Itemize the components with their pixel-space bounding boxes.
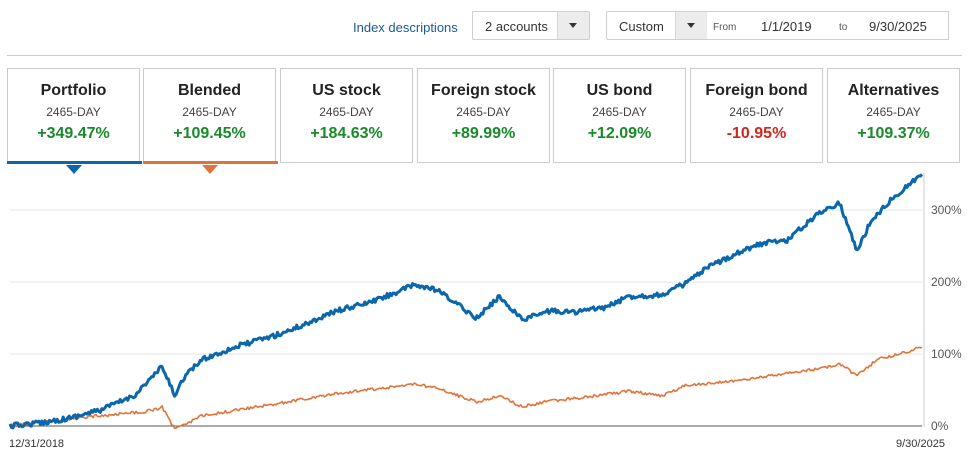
card-selected-bar (7, 161, 142, 164)
card-change: +349.47% (37, 125, 110, 142)
card-change: +12.09% (587, 125, 652, 142)
accounts-dropdown-toggle[interactable] (557, 12, 589, 39)
card-period: 2465-DAY (592, 105, 647, 119)
card-title: Foreign stock (431, 82, 536, 99)
range-select[interactable]: Custom (606, 11, 708, 40)
y-tick-label: 100% (931, 347, 962, 361)
date-range-field: From 1/1/2019 to 9/30/2025 (707, 11, 949, 40)
from-date-input[interactable]: 1/1/2019 (761, 19, 812, 34)
card-title: US stock (312, 82, 381, 99)
y-tick-label: 200% (931, 275, 962, 289)
card-period: 2465-DAY (866, 105, 921, 119)
from-label: From (713, 22, 737, 33)
range-dropdown-toggle[interactable] (675, 12, 707, 39)
card-title: Foreign bond (705, 82, 808, 99)
y-tick-label: 0% (931, 419, 949, 433)
card-period: 2465-DAY (729, 105, 784, 119)
card-period: 2465-DAY (319, 105, 374, 119)
accounts-select-value: 2 accounts (485, 19, 548, 34)
card-period: 2465-DAY (182, 105, 237, 119)
accounts-select[interactable]: 2 accounts (472, 11, 590, 40)
card-change: -10.95% (726, 125, 787, 142)
index-descriptions-link[interactable]: Index descriptions (353, 20, 458, 35)
to-date-input[interactable]: 9/30/2025 (869, 19, 927, 34)
x-axis-end-label: 9/30/2025 (896, 438, 945, 450)
toolbar: Index descriptions 2 accounts Custom Fro… (0, 0, 969, 54)
card-title: Portfolio (40, 82, 107, 99)
benchmark-card-alternatives[interactable]: Alternatives 2465-DAY +109.37% (827, 68, 960, 163)
benchmark-card-foreign-bond[interactable]: Foreign bond 2465-DAY -10.95% (690, 68, 823, 163)
card-title: Blended (177, 82, 242, 99)
benchmark-card-us-stock[interactable]: US stock 2465-DAY +184.63% (280, 68, 413, 163)
performance-chart: 0% 100% 200% 300% (8, 173, 962, 433)
chevron-down-icon (687, 23, 695, 28)
series-line-portfolio (8, 173, 924, 430)
card-change: +184.63% (310, 125, 383, 142)
x-axis-start-label: 12/31/2018 (9, 438, 65, 450)
card-change: +89.99% (451, 125, 516, 142)
benchmark-card-us-bond[interactable]: US bond 2465-DAY +12.09% (553, 68, 686, 163)
card-change: +109.37% (857, 125, 930, 142)
range-select-value: Custom (619, 19, 664, 34)
card-title: Alternatives (847, 82, 940, 99)
card-selected-bar (143, 161, 278, 164)
card-pointer-icon (66, 165, 82, 174)
series-line-blended (9, 346, 923, 430)
card-pointer-icon (202, 165, 218, 174)
to-label: to (839, 22, 848, 33)
card-title: US bond (586, 82, 653, 99)
card-change: +109.45% (173, 125, 246, 142)
benchmark-card-blended[interactable]: Blended 2465-DAY +109.45% (143, 68, 278, 174)
divider (7, 55, 962, 56)
y-tick-label: 300% (931, 203, 962, 217)
benchmark-card-foreign-stock[interactable]: Foreign stock 2465-DAY +89.99% (417, 68, 550, 163)
chevron-down-icon (569, 23, 577, 28)
benchmark-card-portfolio[interactable]: Portfolio 2465-DAY +349.47% (7, 68, 142, 174)
card-period: 2465-DAY (456, 105, 511, 119)
card-period: 2465-DAY (46, 105, 101, 119)
